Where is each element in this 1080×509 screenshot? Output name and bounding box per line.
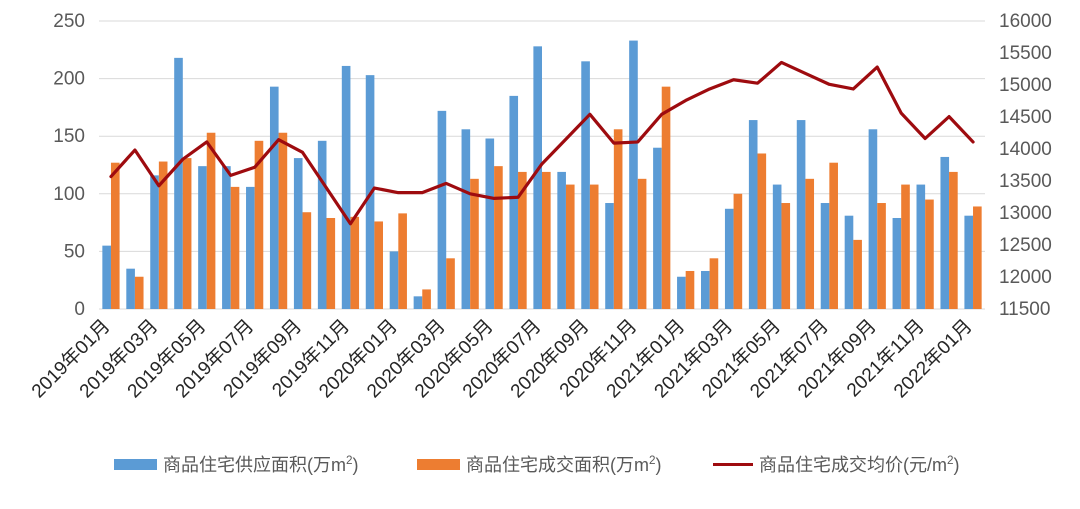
svg-text:200: 200 — [53, 69, 85, 90]
svg-text:15500: 15500 — [999, 43, 1052, 64]
svg-text:11500: 11500 — [999, 299, 1050, 320]
svg-text:16000: 16000 — [999, 11, 1052, 32]
svg-text:14500: 14500 — [999, 107, 1052, 128]
svg-text:50: 50 — [64, 241, 85, 262]
svg-text:100: 100 — [53, 184, 85, 205]
svg-text:12500: 12500 — [999, 235, 1052, 256]
svg-text:15000: 15000 — [999, 75, 1052, 96]
svg-text:13000: 13000 — [999, 203, 1052, 224]
svg-text:14000: 14000 — [999, 139, 1052, 160]
svg-text:250: 250 — [53, 11, 85, 32]
svg-text:13500: 13500 — [999, 171, 1052, 192]
svg-text:150: 150 — [53, 126, 85, 147]
svg-text:12000: 12000 — [999, 267, 1052, 288]
svg-text:0: 0 — [74, 299, 85, 320]
